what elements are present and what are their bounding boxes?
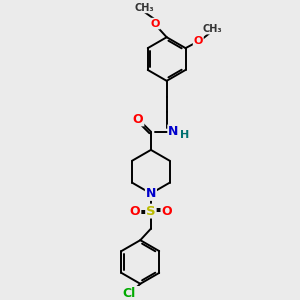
Text: CH₃: CH₃ <box>203 24 223 34</box>
Text: S: S <box>146 205 156 218</box>
Text: CH₃: CH₃ <box>135 2 155 13</box>
Text: H: H <box>180 130 189 140</box>
Text: O: O <box>133 112 143 125</box>
Text: N: N <box>146 187 156 200</box>
Text: Cl: Cl <box>122 287 135 300</box>
Text: N: N <box>168 125 178 138</box>
Text: O: O <box>194 37 203 46</box>
Text: O: O <box>130 205 140 218</box>
Text: O: O <box>161 205 172 218</box>
Text: O: O <box>151 19 160 28</box>
